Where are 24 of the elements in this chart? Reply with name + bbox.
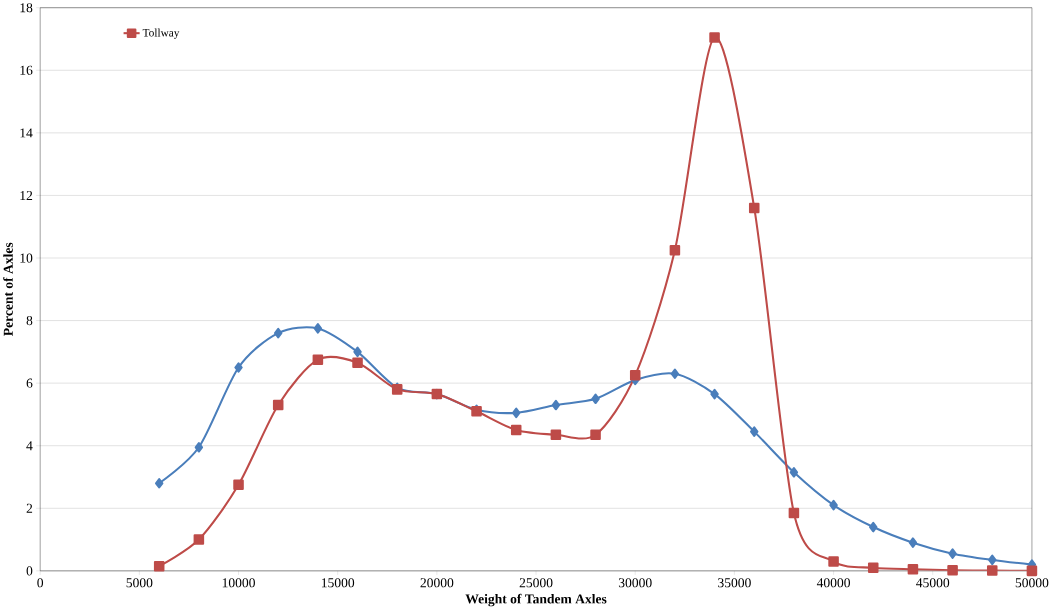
y-tick-label: 10 <box>20 253 33 263</box>
x-tick-label: 0 <box>37 577 44 588</box>
x-tick-label: 20000 <box>420 577 454 588</box>
y-tick-label: 6 <box>26 378 33 388</box>
y-tick-label: 12 <box>20 190 33 200</box>
y-tick-label: 0 <box>26 566 33 576</box>
x-tick-label: 30000 <box>618 577 652 588</box>
x-tick-label: 35000 <box>718 577 751 588</box>
y-tick-label: 14 <box>20 128 33 138</box>
y-tick-label: 4 <box>26 441 33 450</box>
x-tick-label: 5000 <box>126 577 153 588</box>
x-tick-label: 40000 <box>816 577 850 588</box>
legend-label: Tollway <box>142 28 180 39</box>
y-tick-label: 2 <box>26 503 33 513</box>
x-tick-label: 10000 <box>222 577 255 588</box>
y-tick-label: 8 <box>26 315 33 325</box>
y-tick-label: 18 <box>20 2 33 13</box>
y-tick-label: 16 <box>20 65 33 75</box>
x-axis-title: Weight of Tandem Axles <box>465 593 607 607</box>
x-tick-label: 25000 <box>519 577 553 588</box>
x-tick-label: 45000 <box>916 577 950 588</box>
x-tick-label: 50000 <box>1015 577 1049 588</box>
y-axis-title: Percent of Axles <box>3 242 13 336</box>
x-tick-label: 15000 <box>321 577 355 588</box>
